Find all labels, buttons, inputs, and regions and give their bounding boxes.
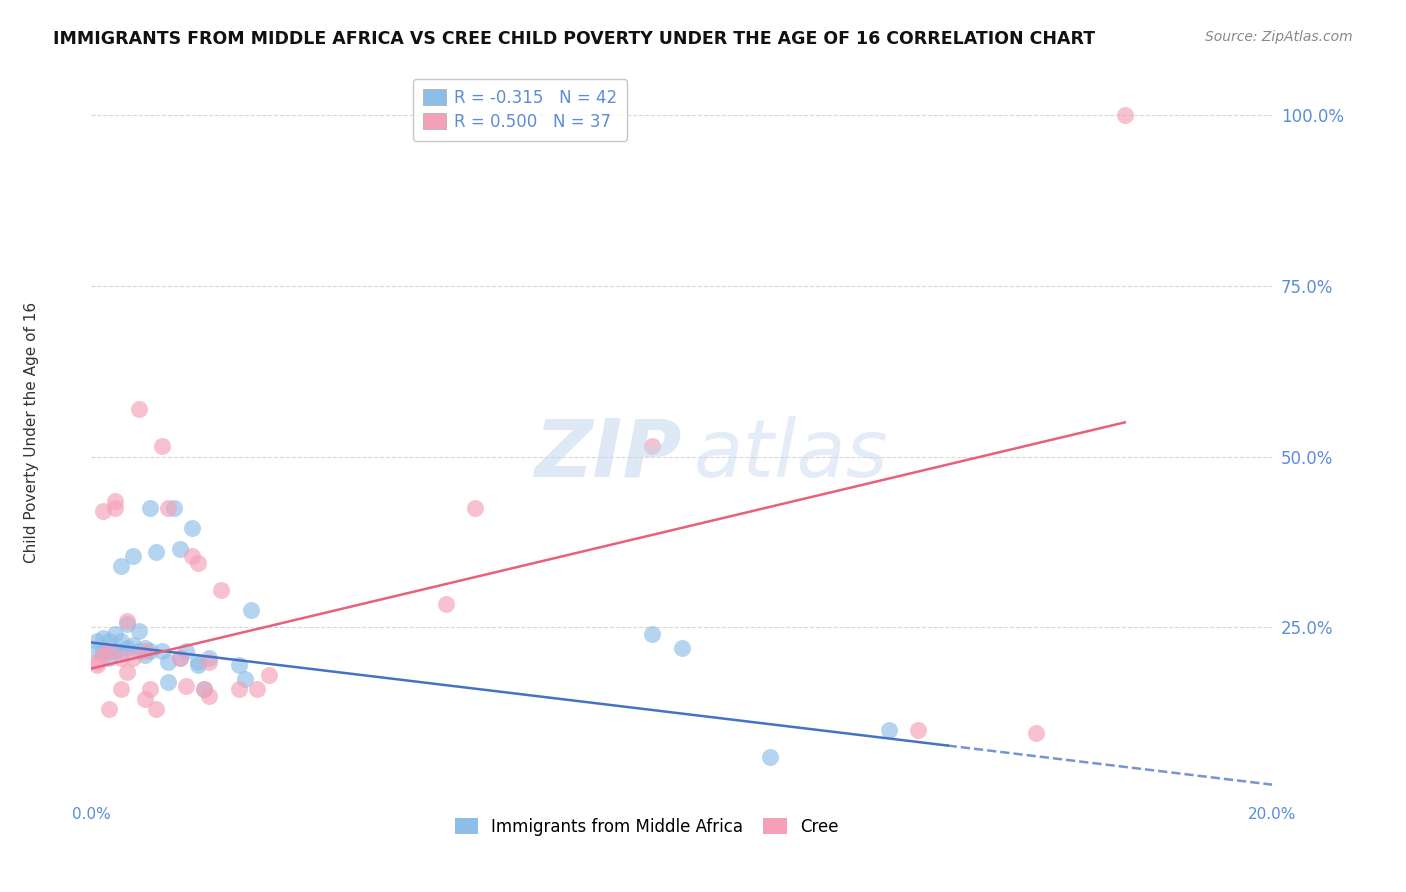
Point: [98, 644, 121, 658]
Point: [187, 658, 209, 673]
Point: [121, 651, 143, 665]
Legend: Immigrants from Middle Africa, Cree: Immigrants from Middle Africa, Cree: [449, 812, 845, 843]
Point: [115, 614, 138, 628]
Point: [180, 549, 202, 563]
Text: Source: ZipAtlas.com: Source: ZipAtlas.com: [1205, 30, 1353, 45]
Point: [139, 681, 162, 696]
Point: [110, 558, 132, 573]
Point: [134, 692, 156, 706]
Point: [98, 634, 121, 648]
Point: [157, 675, 180, 690]
Point: [86, 634, 108, 648]
Point: [233, 672, 256, 686]
Point: [139, 500, 162, 515]
Point: [169, 651, 191, 665]
Point: [1025, 726, 1047, 740]
Text: ZIP: ZIP: [534, 416, 682, 493]
Point: [121, 549, 143, 563]
Point: [464, 500, 486, 515]
Point: [180, 521, 202, 535]
Point: [163, 500, 186, 515]
Point: [157, 655, 180, 669]
Text: IMMIGRANTS FROM MIDDLE AFRICA VS CREE CHILD POVERTY UNDER THE AGE OF 16 CORRELAT: IMMIGRANTS FROM MIDDLE AFRICA VS CREE CH…: [53, 30, 1095, 48]
Point: [174, 644, 197, 658]
Point: [128, 401, 150, 416]
Point: [157, 500, 180, 515]
Point: [257, 668, 280, 682]
Point: [134, 648, 156, 662]
Point: [91, 644, 114, 658]
Point: [174, 679, 197, 693]
Point: [86, 658, 108, 673]
Y-axis label: Child Poverty Under the Age of 16: Child Poverty Under the Age of 16: [24, 302, 38, 563]
Point: [110, 681, 132, 696]
Point: [134, 640, 156, 655]
Point: [193, 681, 215, 696]
Point: [1114, 108, 1136, 122]
Point: [187, 655, 209, 669]
Point: [86, 644, 108, 658]
Point: [169, 541, 191, 556]
Point: [86, 655, 108, 669]
Point: [877, 723, 900, 737]
Point: [228, 681, 250, 696]
Point: [104, 494, 127, 508]
Point: [150, 644, 173, 658]
Point: [641, 439, 664, 453]
Point: [128, 644, 150, 658]
Point: [759, 750, 782, 764]
Point: [98, 702, 121, 716]
Point: [193, 681, 215, 696]
Point: [115, 617, 138, 632]
Point: [671, 640, 693, 655]
Point: [110, 634, 132, 648]
Point: [434, 597, 457, 611]
Point: [187, 556, 209, 570]
Point: [139, 644, 162, 658]
Point: [104, 627, 127, 641]
Point: [110, 644, 132, 658]
Point: [145, 702, 167, 716]
Point: [98, 644, 121, 658]
Point: [150, 439, 173, 453]
Point: [104, 500, 127, 515]
Point: [198, 655, 221, 669]
Point: [641, 627, 664, 641]
Point: [239, 603, 262, 617]
Point: [128, 624, 150, 638]
Point: [121, 638, 143, 652]
Point: [198, 651, 221, 665]
Point: [145, 545, 167, 559]
Point: [209, 582, 232, 597]
Point: [110, 651, 132, 665]
Point: [198, 689, 221, 703]
Point: [91, 504, 114, 518]
Point: [169, 651, 191, 665]
Point: [134, 644, 156, 658]
Point: [228, 658, 250, 673]
Point: [98, 651, 121, 665]
Point: [104, 644, 127, 658]
Point: [907, 723, 929, 737]
Text: atlas: atlas: [693, 416, 889, 493]
Point: [91, 648, 114, 662]
Point: [91, 631, 114, 645]
Point: [115, 665, 138, 679]
Point: [246, 681, 269, 696]
Point: [115, 640, 138, 655]
